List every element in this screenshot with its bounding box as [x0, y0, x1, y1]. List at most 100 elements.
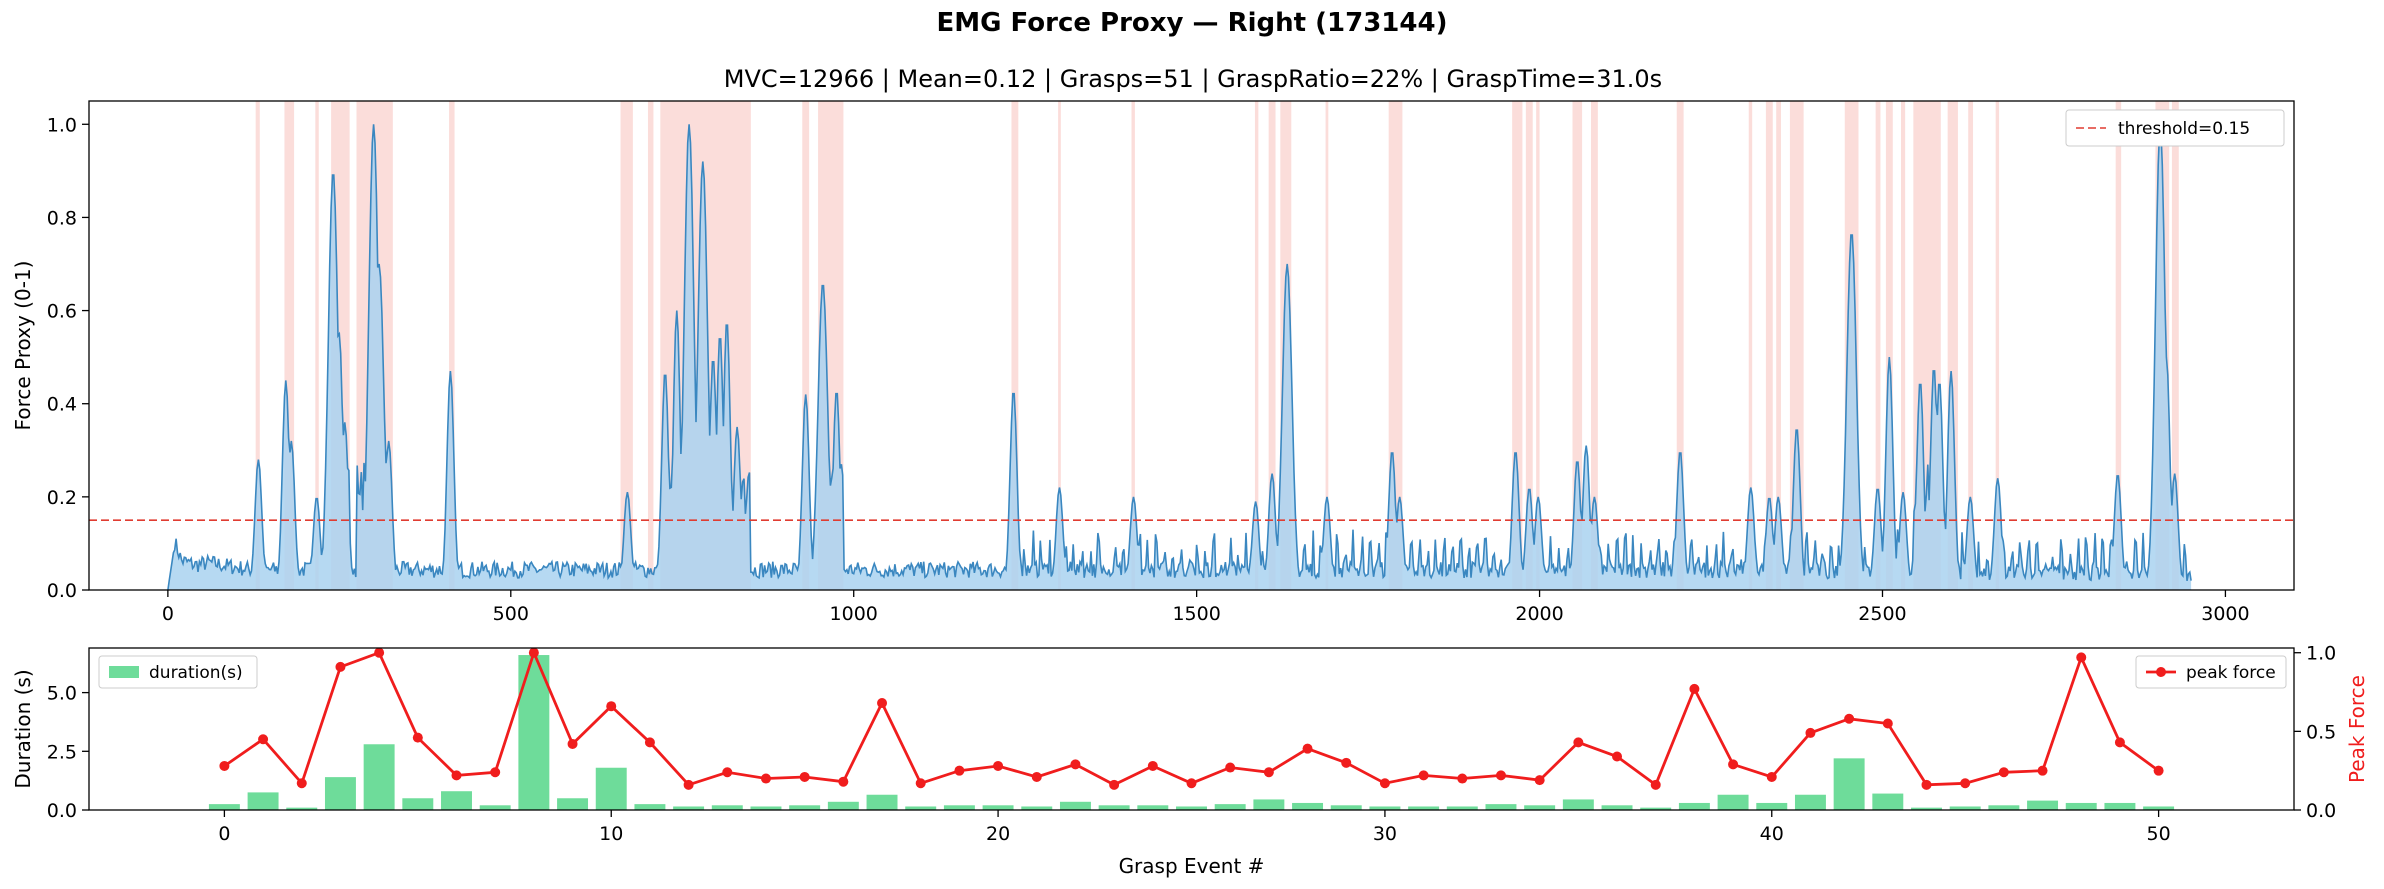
duration-bar: [324, 777, 356, 810]
peak-force-point: [2153, 765, 2164, 776]
duration-bar: [1214, 804, 1246, 810]
duration-bar: [1408, 806, 1440, 810]
peak-force-point: [683, 779, 694, 790]
grasp-region: [1512, 101, 1523, 590]
force-legend: threshold=0.15: [2065, 109, 2285, 147]
peak-force-point: [1031, 771, 1042, 782]
duration-bar: [1176, 806, 1207, 810]
duration-bar: [673, 806, 705, 810]
force-x-axis: 0 500 1000 1500 2000 2500 3000: [162, 590, 2250, 625]
peak-force-point: [1109, 779, 1120, 790]
grasp-region: [1885, 101, 1893, 590]
grasp-region: [1254, 101, 1259, 590]
grasp-region: [1011, 101, 1019, 590]
grasp-region: [1536, 101, 1540, 590]
peak-force-point: [2076, 652, 2087, 663]
duration-bar: [1446, 806, 1478, 810]
grasp-region: [620, 101, 633, 590]
y-tick-label: 0.0: [47, 800, 77, 822]
duration-bar: [866, 794, 898, 810]
peak-force-point: [799, 771, 810, 782]
grasp-panel: 0 10 20 30 40 50 0.0 2.5 5.0 0.0 0.5 1.0 Grasp Ev…: [11, 643, 2369, 878]
grasp-region: [1947, 101, 1958, 590]
peak-force-point: [451, 770, 462, 781]
duration-bar: [1949, 806, 1981, 810]
grasp-region: [449, 101, 455, 590]
peak-force-point: [567, 738, 578, 749]
peak-force-point: [258, 734, 269, 745]
peak-force-legend-label: peak force: [2186, 663, 2276, 683]
grasp-region: [647, 101, 654, 590]
duration-bar: [1640, 807, 1672, 810]
peak-force-point: [1495, 770, 1506, 781]
x-tick-label: 3000: [2201, 603, 2249, 625]
duration-bar: [595, 767, 627, 810]
force-legend-box: [2065, 109, 2285, 147]
duration-bar: [1330, 805, 1362, 810]
grasp-region: [1875, 101, 1881, 590]
grasp-region: [1995, 101, 2000, 590]
peak-force-point: [412, 732, 423, 743]
x-tick-label: 1500: [1172, 603, 1220, 625]
x-tick-label: 20: [986, 823, 1010, 845]
duration-bar: [1988, 805, 2020, 810]
force-panel: MVC=12966 | Mean=0.12 | Grasps=51 | Gras…: [11, 65, 2295, 625]
y-tick-right-label: 0.0: [2306, 800, 2336, 822]
peak-force-point: [760, 773, 771, 784]
force-panel-frame: [88, 100, 2295, 591]
peak-force-point: [1921, 779, 1932, 790]
figure-suptitle: EMG Force Proxy — Right (173144): [936, 8, 1448, 38]
peak-force-point: [1302, 743, 1313, 754]
grasp-region: [255, 101, 260, 590]
peak-force-point: [1225, 762, 1236, 773]
peak-force-legend-marker: [2156, 667, 2166, 677]
peak-force-y-axis-label: Peak Force: [2345, 675, 2369, 783]
grasp-region: [1901, 101, 1906, 590]
peak-force-point: [838, 776, 849, 787]
duration-bar: [1253, 799, 1285, 810]
duration-bar: [557, 798, 589, 810]
peak-force-point: [1147, 760, 1158, 771]
grasp-region: [284, 101, 295, 590]
peak-force-point: [2037, 765, 2048, 776]
grasp-panel-frame: [88, 647, 2295, 811]
peak-force-point: [1186, 778, 1197, 789]
duration-bar: [363, 744, 395, 810]
duration-bar: [2065, 802, 2097, 810]
peak-force-point: [1263, 767, 1274, 778]
x-tick-label: 50: [2147, 823, 2171, 845]
x-tick-label: 0: [162, 603, 174, 625]
grasp-region: [802, 101, 810, 590]
duration-bar: [905, 806, 937, 810]
duration-bar: [1601, 805, 1633, 810]
peak-force-point: [1998, 767, 2009, 778]
duration-bar: [1369, 806, 1401, 810]
peak-force-point: [335, 661, 346, 672]
y-tick-label: 1.0: [47, 114, 77, 136]
peak-force-point: [490, 767, 501, 778]
x-tick-label: 1000: [830, 603, 878, 625]
y-tick-label: 0.2: [47, 487, 77, 509]
y-tick-label: 5.0: [47, 683, 77, 705]
grasp-region: [2115, 101, 2122, 590]
duration-bar: [1524, 805, 1556, 810]
force-y-axis: 0.0 0.2 0.4 0.6 0.8 1.0: [47, 114, 89, 602]
duration-bar: [441, 791, 472, 810]
duration-legend: duration(s): [98, 655, 258, 689]
duration-bar: [208, 804, 240, 810]
peak-force-point: [606, 701, 617, 712]
peak-force-legend-box: [2135, 655, 2287, 689]
duration-bar: [1021, 806, 1053, 810]
x-tick-label: 0: [218, 823, 230, 845]
peak-force-point: [1612, 751, 1623, 762]
grasp-x-axis: 0 10 20 30 40 50: [218, 810, 2171, 845]
peak-force-point: [2114, 737, 2125, 748]
peak-force-point: [915, 778, 926, 789]
y-tick-label: 0.8: [47, 207, 77, 229]
duration-bar: [2104, 802, 2136, 810]
peak-force-point: [1882, 718, 1893, 729]
duration-bar: [1872, 793, 1904, 810]
peak-force-point: [644, 737, 655, 748]
peak-force-point: [1766, 771, 1777, 782]
